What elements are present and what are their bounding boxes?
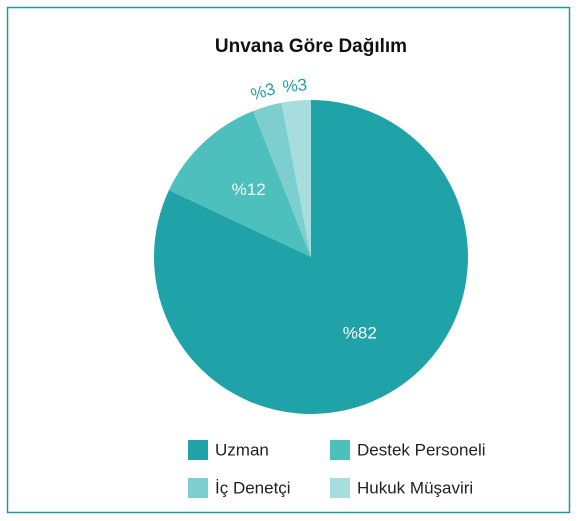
data-label: %12 bbox=[232, 180, 266, 199]
legend-label: Hukuk Müşaviri bbox=[357, 478, 473, 497]
legend-swatch bbox=[188, 440, 208, 460]
data-label: %82 bbox=[343, 323, 377, 342]
legend-label: Destek Personeli bbox=[357, 440, 486, 459]
legend-label: İç Denetçi bbox=[215, 478, 291, 497]
legend-swatch bbox=[330, 478, 350, 498]
data-label: %3 bbox=[282, 75, 308, 96]
pie-slice bbox=[168, 111, 311, 258]
pie-slice bbox=[253, 102, 311, 257]
legend-swatch bbox=[188, 478, 208, 498]
legend-swatch bbox=[330, 440, 350, 460]
legend-label: Uzman bbox=[215, 440, 269, 459]
pie-slice bbox=[281, 100, 311, 257]
chart-title: Unvana Göre Dağılım bbox=[215, 36, 407, 57]
